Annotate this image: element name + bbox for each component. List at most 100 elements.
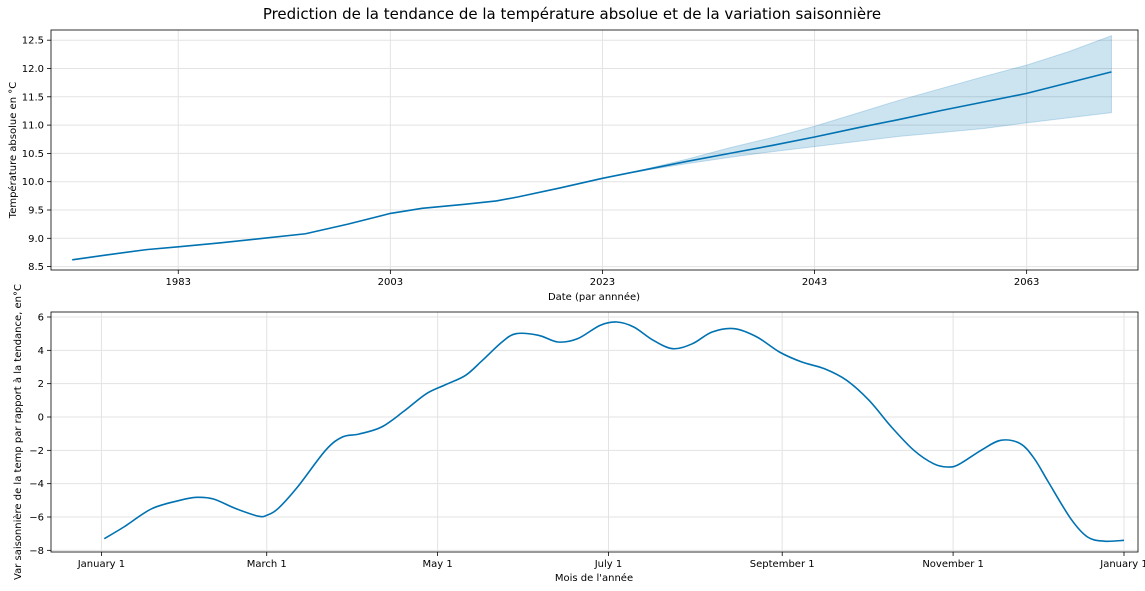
seasonality-data-point <box>358 433 360 435</box>
trend-data-point <box>145 248 147 250</box>
seasonality-data-point <box>481 359 483 361</box>
seasonality-data-point <box>823 367 825 369</box>
trend-data-point <box>559 187 561 189</box>
seasonality-y-axis-label: Var saisonnière de la temp par rapport à… <box>12 284 24 580</box>
seasonality-y-tick-label: 2 <box>38 379 44 390</box>
trend-x-tick-label: 2063 <box>1014 277 1039 288</box>
seasonality-data-point <box>341 436 343 438</box>
trend-data-point <box>813 136 815 138</box>
seasonality-data-point <box>257 515 259 517</box>
seasonality-y-tick-label: −8 <box>29 546 44 557</box>
seasonality-data-point <box>576 337 578 339</box>
seasonality-data-point <box>537 334 539 336</box>
trend-y-axis: 8.5 9.0 9.5 10.0 10.5 11.0 11.5 12.0 12.5 <box>22 36 51 273</box>
trend-data-point <box>941 109 943 111</box>
seasonality-data-point <box>103 537 105 539</box>
seasonality-data-point <box>652 339 654 341</box>
trend-grid <box>51 30 1138 270</box>
trend-y-tick-label: 10.0 <box>22 177 44 188</box>
seasonality-x-tick-label: January 1 <box>1099 559 1145 570</box>
seasonality-data-point <box>515 332 517 334</box>
trend-y-tick-label: 12.5 <box>22 36 44 47</box>
seasonality-data-point <box>733 327 735 329</box>
trend-data-point <box>686 160 688 162</box>
trend-plot-frame <box>50 29 1139 271</box>
seasonality-data-point <box>1000 439 1002 441</box>
trend-data-point <box>389 212 391 214</box>
trend-data-point <box>771 144 773 146</box>
seasonality-data-point <box>296 486 298 488</box>
trend-data-point <box>516 196 518 198</box>
trend-data-point <box>856 127 858 129</box>
trend-y-tick-label: 9.5 <box>28 206 44 217</box>
seasonality-panel: January 1 March 1 May 1 July 1 September 1 No… <box>12 284 1145 584</box>
trend-x-tick-label: 2003 <box>378 277 403 288</box>
seasonality-data-point <box>277 507 279 509</box>
seasonality-data-point <box>1019 442 1021 444</box>
seasonality-y-tick-label: 0 <box>38 413 44 424</box>
seasonality-data-point <box>179 499 181 501</box>
trend-data-point <box>1025 92 1027 94</box>
figure-title: Prediction de la tendance de la températ… <box>263 5 881 23</box>
trend-data-point <box>601 177 603 179</box>
trend-panel: 1983 2003 2023 2043 2063 8.5 9.0 9.5 10.0 10.5 11… <box>7 29 1139 303</box>
seasonality-data-point <box>958 463 960 465</box>
seasonality-data-point <box>123 526 125 528</box>
seasonality-data-point <box>932 462 934 464</box>
trend-y-tick-label: 8.5 <box>28 262 44 273</box>
seasonality-data-points <box>103 321 1125 543</box>
trend-x-tick-label: 2023 <box>590 277 615 288</box>
seasonality-data-point <box>1103 540 1105 542</box>
trend-data-point <box>103 254 105 256</box>
seasonality-data-point <box>672 347 674 349</box>
trend-data-point <box>898 118 900 120</box>
seasonality-data-point <box>1047 481 1049 483</box>
trend-line <box>72 71 1112 261</box>
trend-data-point <box>644 169 646 171</box>
seasonality-data-point <box>212 498 214 500</box>
seasonality-data-point <box>235 507 237 509</box>
seasonality-y-tick-label: −2 <box>29 446 44 457</box>
seasonality-plot-frame <box>50 311 1139 553</box>
seasonality-data-point <box>425 392 427 394</box>
trend-data-point <box>1068 81 1070 83</box>
trend-x-axis: 1983 2003 2023 2043 2063 <box>166 270 1039 288</box>
seasonality-data-point <box>711 331 713 333</box>
seasonality-data-point <box>890 426 892 428</box>
seasonality-x-tick-label: May 1 <box>423 559 453 570</box>
seasonality-y-tick-label: −4 <box>29 479 44 490</box>
trend-y-axis-label: Température absolue en °C <box>7 82 19 219</box>
trend-data-point <box>304 233 306 235</box>
seasonality-data-point <box>801 361 803 363</box>
seasonality-data-point <box>1070 517 1072 519</box>
trend-y-tick-label: 11.0 <box>22 121 44 132</box>
trend-data-point <box>495 200 497 202</box>
trend-uncertainty-band <box>72 34 1112 261</box>
seasonality-data-point <box>845 379 847 381</box>
seasonality-data-point <box>691 342 693 344</box>
seasonality-data-point <box>324 449 326 451</box>
seasonality-line <box>103 321 1125 543</box>
trend-data-point <box>1110 71 1112 73</box>
trend-data-point <box>729 152 731 154</box>
seasonality-data-point <box>946 466 948 468</box>
seasonality-data-point <box>980 449 982 451</box>
trend-y-tick-label: 12.0 <box>22 64 44 75</box>
trend-y-tick-label: 11.5 <box>22 92 44 103</box>
seasonality-data-point <box>868 399 870 401</box>
seasonality-x-tick-label: November 1 <box>922 559 984 570</box>
seasonality-grid <box>51 312 1138 552</box>
seasonality-y-tick-label: −6 <box>29 513 44 524</box>
trend-y-tick-label: 10.5 <box>22 149 44 160</box>
seasonality-data-point <box>633 326 635 328</box>
trend-data-point <box>219 242 221 244</box>
trend-data-point <box>421 207 423 209</box>
seasonality-data-point <box>380 426 382 428</box>
seasonality-data-point <box>195 496 197 498</box>
seasonality-data-point <box>913 449 915 451</box>
seasonality-data-point <box>756 336 758 338</box>
seasonality-x-axis-label: Mois de l'année <box>555 572 633 584</box>
trend-y-tick-label: 9.0 <box>28 234 44 245</box>
seasonality-x-tick-label: January 1 <box>77 559 125 570</box>
seasonality-data-point <box>557 341 559 343</box>
